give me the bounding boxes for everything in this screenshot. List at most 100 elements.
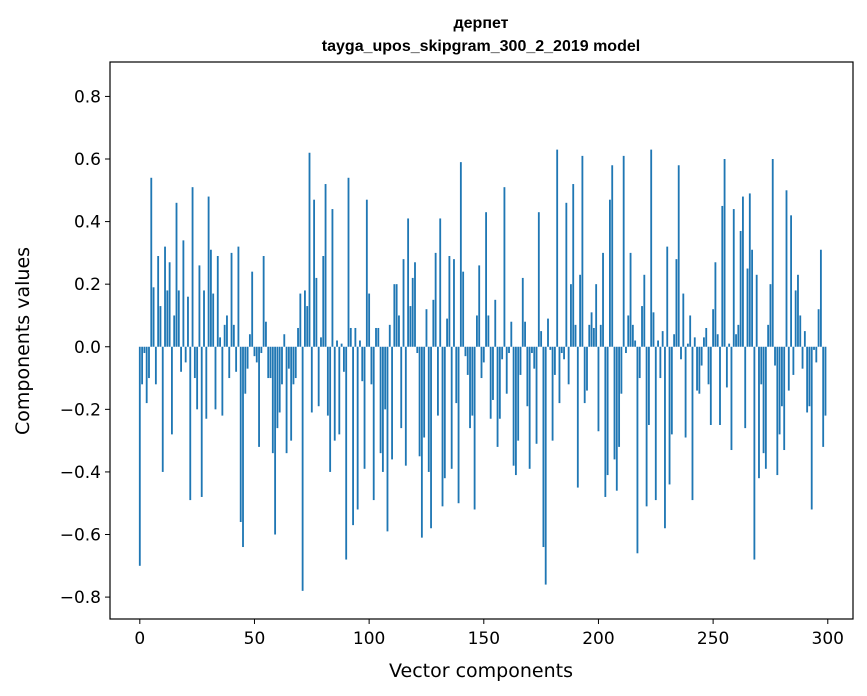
x-tick-label: 50 xyxy=(244,629,266,649)
y-tick-label: 0.8 xyxy=(74,87,101,107)
bar-110 xyxy=(391,346,393,460)
bar-0 xyxy=(138,346,141,566)
bar-280 xyxy=(780,346,783,407)
bar-124 xyxy=(423,346,426,438)
y-tick-label: −0.8 xyxy=(60,588,101,608)
bar-93 xyxy=(352,346,354,526)
bar-80 xyxy=(322,256,325,347)
y-tick-label: −0.4 xyxy=(60,463,101,483)
bar-55 xyxy=(265,321,267,347)
bar-86 xyxy=(336,340,338,347)
bar-275 xyxy=(769,284,772,347)
bar-241 xyxy=(691,346,694,501)
bar-136 xyxy=(450,346,453,469)
bar-287 xyxy=(797,274,799,347)
bar-224 xyxy=(652,312,655,347)
bar-255 xyxy=(723,159,726,347)
bar-13 xyxy=(168,262,171,347)
bar-12 xyxy=(166,290,169,347)
bar-77 xyxy=(315,277,318,347)
bar-188 xyxy=(570,284,572,347)
bar-197 xyxy=(590,312,593,347)
bar-18 xyxy=(180,346,182,372)
x-tick-label: 0 xyxy=(134,629,145,649)
bar-182 xyxy=(556,149,559,347)
bar-175 xyxy=(540,331,543,347)
bar-164 xyxy=(514,346,517,476)
chart-title: дерпет xyxy=(453,15,508,32)
bar-274 xyxy=(767,324,770,347)
bar-151 xyxy=(485,212,487,347)
bar-163 xyxy=(512,346,515,466)
bar-253 xyxy=(719,346,721,425)
bar-9 xyxy=(159,306,162,347)
bar-132 xyxy=(441,346,444,507)
bar-146 xyxy=(473,346,476,510)
bar-71 xyxy=(301,346,304,591)
bar-49 xyxy=(251,271,254,347)
x-tick-label: 250 xyxy=(697,629,729,649)
bar-167 xyxy=(521,277,524,347)
bar-68 xyxy=(294,346,297,379)
bar-242 xyxy=(693,337,696,347)
bar-116 xyxy=(404,346,407,466)
bar-135 xyxy=(448,256,451,347)
bar-45 xyxy=(242,346,244,548)
bar-198 xyxy=(592,327,595,347)
bar-283 xyxy=(787,346,790,391)
y-tick-label: −0.6 xyxy=(60,526,101,546)
y-tick-label: −0.2 xyxy=(60,400,101,420)
bar-293 xyxy=(810,346,813,510)
bar-246 xyxy=(703,337,705,347)
bar-236 xyxy=(680,346,682,360)
bar-213 xyxy=(627,315,630,347)
bar-26 xyxy=(198,265,201,347)
bar-248 xyxy=(707,346,710,385)
bar-156 xyxy=(496,346,499,447)
bar-98 xyxy=(363,346,366,469)
bar-215 xyxy=(631,324,634,347)
bar-137 xyxy=(453,259,455,347)
y-tick-label: 0.2 xyxy=(74,275,101,295)
bar-250 xyxy=(712,309,715,347)
bar-183 xyxy=(558,346,561,404)
bar-265 xyxy=(746,268,749,347)
bar-251 xyxy=(714,262,717,347)
bar-63 xyxy=(283,334,286,347)
bar-189 xyxy=(572,184,575,347)
bar-208 xyxy=(615,346,618,491)
bar-76 xyxy=(313,199,316,347)
bar-202 xyxy=(602,252,604,347)
bar-178 xyxy=(547,318,549,347)
bar-31 xyxy=(209,249,212,347)
bar-78 xyxy=(317,346,320,407)
bar-229 xyxy=(664,346,666,529)
bar-273 xyxy=(764,346,767,469)
bar-244 xyxy=(698,346,701,394)
bar-102 xyxy=(372,346,375,501)
bar-60 xyxy=(276,346,279,429)
bar-131 xyxy=(439,218,442,347)
bar-69 xyxy=(297,327,299,347)
bar-87 xyxy=(338,346,341,435)
x-axis-label: Vector components xyxy=(389,660,573,682)
bar-27 xyxy=(200,346,203,497)
bar-276 xyxy=(771,159,774,347)
bar-192 xyxy=(579,274,582,347)
y-tick-label: 0.0 xyxy=(74,338,101,358)
bar-267 xyxy=(751,249,754,347)
bar-203 xyxy=(604,346,607,497)
bars-group xyxy=(138,149,827,591)
bar-37 xyxy=(223,324,226,347)
bar-89 xyxy=(342,346,345,372)
bar-4 xyxy=(148,346,150,379)
bar-19 xyxy=(182,240,185,347)
bar-240 xyxy=(689,315,692,347)
bar-15 xyxy=(173,315,176,347)
bar-230 xyxy=(666,246,669,347)
bar-169 xyxy=(526,346,529,407)
bar-82 xyxy=(326,346,329,416)
bar-252 xyxy=(716,334,719,347)
bar-177 xyxy=(544,346,547,585)
